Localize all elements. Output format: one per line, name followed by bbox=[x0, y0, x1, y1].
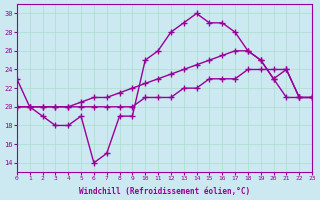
X-axis label: Windchill (Refroidissement éolien,°C): Windchill (Refroidissement éolien,°C) bbox=[79, 187, 250, 196]
